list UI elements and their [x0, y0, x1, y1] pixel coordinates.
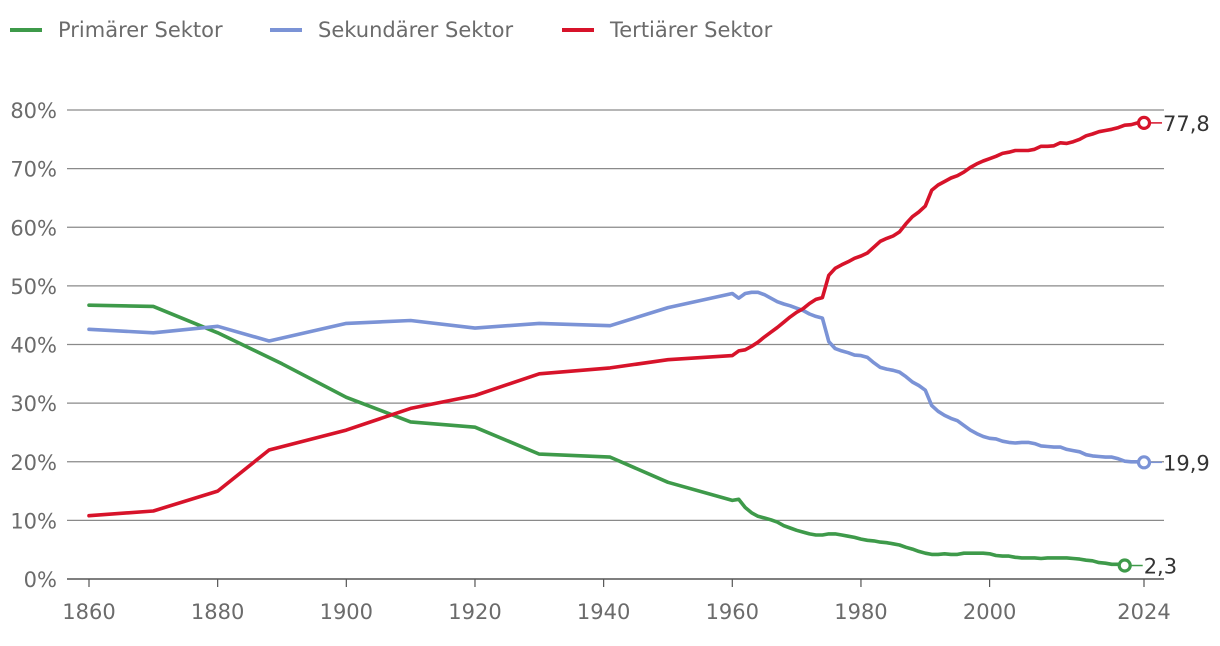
end-value-label-primary: 2,3 [1144, 555, 1177, 579]
y-tick-label: 60% [10, 216, 57, 240]
end-marker-tertiary[interactable] [1136, 115, 1152, 130]
x-tick-label: 1920 [448, 600, 501, 624]
y-tick-label: 10% [10, 509, 57, 533]
series-layer [87, 121, 1146, 568]
end-value-label-secondary: 19,9 [1163, 451, 1210, 475]
gridlines [67, 109, 1164, 580]
y-tick-label: 40% [10, 334, 57, 358]
x-tick-label: 1880 [191, 600, 244, 624]
x-tick-label: 2024 [1117, 600, 1170, 624]
end-marker-secondary[interactable] [1136, 455, 1152, 470]
x-tick-label: 1980 [834, 600, 887, 624]
y-tick-label: 80% [10, 99, 57, 123]
legend-item-primary[interactable]: Primärer Sektor [10, 18, 223, 42]
y-tick-label: 70% [10, 158, 57, 182]
x-tick-label: 2000 [963, 600, 1016, 624]
x-tick-label: 1860 [62, 600, 115, 624]
series-line-tertiary [87, 121, 1146, 518]
series-line-secondary [87, 290, 1146, 465]
y-tick-label: 20% [10, 451, 57, 475]
y-tick-label: 50% [10, 275, 57, 299]
end-value-label-tertiary: 77,8 [1163, 112, 1210, 136]
x-axis: 1860 1880 1900 1920 1940 1960 1980 2000 2024 [62, 579, 1171, 624]
legend-item-secondary[interactable]: Sekundärer Sektor [270, 18, 513, 42]
x-tick-label: 1900 [320, 600, 373, 624]
y-tick-label: 30% [10, 392, 57, 416]
y-axis: 0% 10% 20% 30% 40% 50% 60% 70% 80% [10, 99, 57, 592]
x-tick-label: 1960 [706, 600, 759, 624]
endpoint-layer: 2,3 19,9 77,8 [1117, 112, 1210, 579]
end-marker-primary[interactable] [1117, 558, 1132, 573]
legend-label-primary: Primärer Sektor [58, 18, 223, 42]
legend-label-secondary: Sekundärer Sektor [318, 18, 513, 42]
y-tick-label: 0% [24, 568, 57, 592]
legend-label-tertiary: Tertiärer Sektor [609, 18, 773, 42]
legend: Primärer Sektor Sekundärer Sektor Tertiä… [10, 18, 773, 42]
legend-item-tertiary[interactable]: Tertiärer Sektor [562, 18, 773, 42]
x-tick-label: 1940 [577, 600, 630, 624]
series-line-primary [87, 303, 1127, 568]
